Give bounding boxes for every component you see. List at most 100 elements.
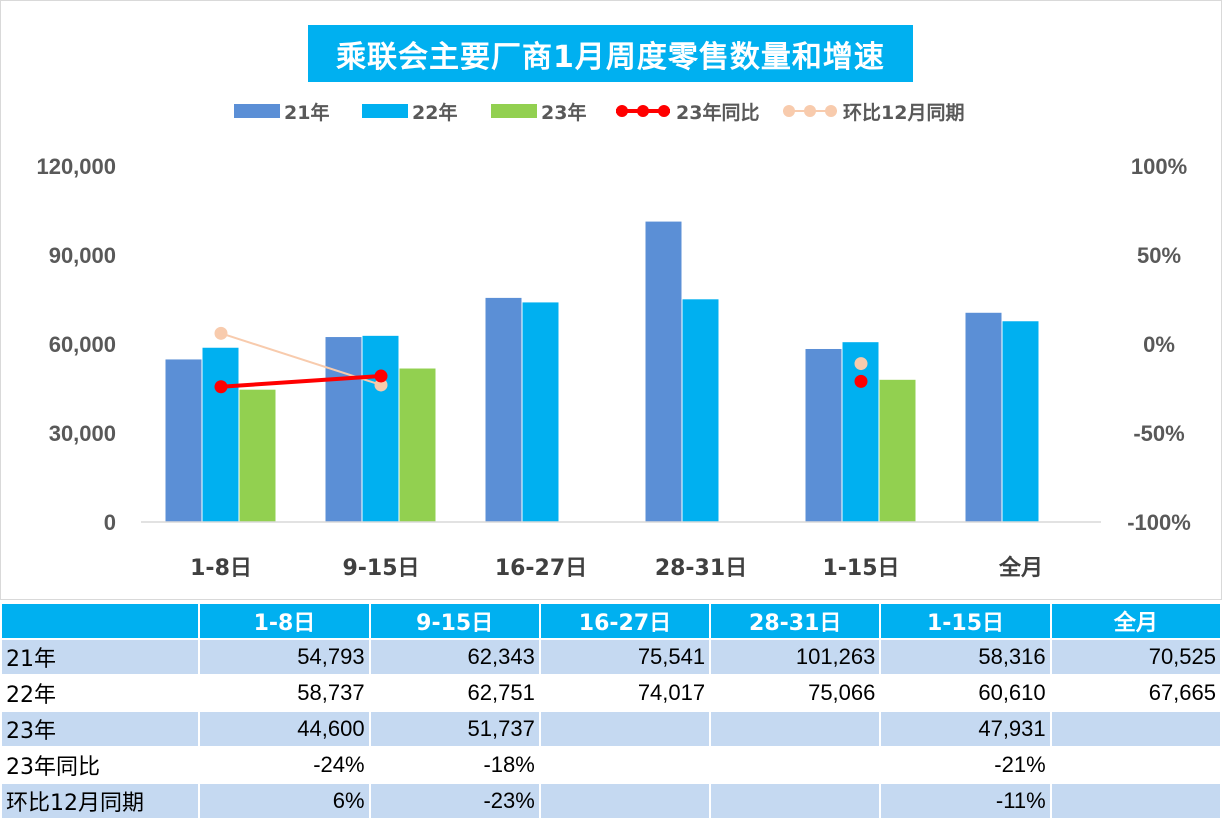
table-cell: 101,263 xyxy=(711,640,880,674)
legend-swatch-23 xyxy=(491,104,537,118)
table-header: 16-27日 xyxy=(540,604,710,638)
table-row-label: 22年 xyxy=(2,676,199,710)
bar xyxy=(1002,321,1039,522)
legend-item-mom: 环比12月同期 xyxy=(781,96,964,126)
table-cell: -11% xyxy=(881,784,1050,818)
table-corner-cell xyxy=(2,604,199,638)
table-cell: 44,600 xyxy=(200,712,369,746)
x-tick-label: 全月 xyxy=(998,555,1043,581)
table-header: 9-15日 xyxy=(370,604,539,638)
series-point xyxy=(374,378,388,392)
bar xyxy=(965,312,1002,522)
series-point xyxy=(214,326,228,340)
bar xyxy=(682,299,719,522)
table-cell: 60,610 xyxy=(881,676,1050,710)
legend-swatch-mom xyxy=(783,105,837,117)
bar xyxy=(165,359,202,522)
chart-area: 乘联会主要厂商1月周度零售数量和增速 21年 22年 23年 23年同比 xyxy=(0,0,1222,600)
bar xyxy=(399,368,436,522)
table-cell: -21% xyxy=(881,748,1050,782)
bar xyxy=(362,335,399,522)
table-cell xyxy=(540,712,710,746)
bar xyxy=(202,347,239,522)
legend-item-yoy: 23年同比 xyxy=(614,96,759,126)
series-point xyxy=(214,380,228,394)
series-point xyxy=(854,357,868,371)
x-tick-label: 28-31日 xyxy=(655,556,747,581)
chart-legend: 21年 22年 23年 23年同比 环比12 xyxy=(1,96,1222,126)
table-cell: 74,017 xyxy=(540,676,710,710)
bar xyxy=(645,221,682,522)
table-cell: 62,343 xyxy=(370,640,539,674)
table-cell xyxy=(540,748,710,782)
table-cell: 75,541 xyxy=(540,640,710,674)
chart-title: 乘联会主要厂商1月周度零售数量和增速 xyxy=(308,25,913,82)
y-right-tick-label: 0% xyxy=(1143,332,1175,357)
legend-label-yoy: 23年同比 xyxy=(676,101,760,124)
table-header: 1-15日 xyxy=(881,604,1050,638)
bar xyxy=(325,337,362,522)
series-point xyxy=(854,374,868,388)
legend-label-mom: 环比12月同期 xyxy=(843,101,965,124)
legend-swatch-yoy xyxy=(616,105,670,117)
bar xyxy=(879,379,916,522)
bar xyxy=(805,348,842,522)
y-left-tick-label: 90,000 xyxy=(49,243,116,268)
legend-item-23: 23年 xyxy=(491,96,586,126)
table-cell: 58,316 xyxy=(881,640,1050,674)
series-line-segment xyxy=(220,374,382,389)
table-cell: 70,525 xyxy=(1051,640,1220,674)
table-row-label: 21年 xyxy=(2,640,199,674)
table-cell: 67,665 xyxy=(1051,676,1220,710)
table-row: 22年 58,737 62,751 74,017 75,066 60,610 67,665 xyxy=(2,676,1220,710)
legend-item-21: 21年 xyxy=(234,96,329,126)
y-right-tick-label: -50% xyxy=(1133,421,1184,446)
legend-item-22: 22年 xyxy=(362,96,457,126)
bar xyxy=(522,302,559,522)
x-tick-label: 9-15日 xyxy=(342,556,419,581)
chart-plot: 0 30,000 60,000 90,000 120,000 -100% -50% 0% 50%… xyxy=(36,154,1190,581)
bar xyxy=(842,342,879,522)
bar xyxy=(485,297,522,522)
table-row: 环比12月同期 6% -23% -11% xyxy=(2,784,1220,818)
legend-label-21: 21年 xyxy=(284,101,330,124)
table-cell: 54,793 xyxy=(200,640,369,674)
y-right-tick-label: 100% xyxy=(1131,154,1187,179)
table-cell: 75,066 xyxy=(711,676,880,710)
x-tick-label: 16-27日 xyxy=(495,556,587,581)
legend-swatch-22 xyxy=(362,104,408,118)
table-header-row: 1-8日 9-15日 16-27日 28-31日 1-15日 全月 xyxy=(2,604,1220,638)
legend-label-22: 22年 xyxy=(412,101,458,124)
y-left-tick-label: 0 xyxy=(104,510,116,535)
table-header: 28-31日 xyxy=(711,604,880,638)
table-header: 全月 xyxy=(1051,604,1220,638)
table-row: 23年 44,600 51,737 47,931 xyxy=(2,712,1220,746)
table-cell: -24% xyxy=(200,748,369,782)
table-row-label: 环比12月同期 xyxy=(2,784,199,818)
legend-swatch-21 xyxy=(234,104,280,118)
table-cell: -23% xyxy=(370,784,539,818)
y-left-tick-label: 60,000 xyxy=(49,332,116,357)
legend-label-23: 23年 xyxy=(541,101,587,124)
table-cell xyxy=(540,784,710,818)
table-row: 23年同比 -24% -18% -21% xyxy=(2,748,1220,782)
table-row-label: 23年 xyxy=(2,712,199,746)
table-cell xyxy=(711,712,880,746)
y-right-tick-label: 50% xyxy=(1137,243,1181,268)
table-cell: 51,737 xyxy=(370,712,539,746)
bar xyxy=(239,389,276,522)
table-row-label: 23年同比 xyxy=(2,748,199,782)
table-cell xyxy=(711,784,880,818)
x-tick-label: 1-8日 xyxy=(190,556,252,581)
table-cell: 47,931 xyxy=(881,712,1050,746)
x-tick-label: 1-15日 xyxy=(822,556,899,581)
table-cell: -18% xyxy=(370,748,539,782)
series-point xyxy=(374,369,388,383)
table-cell xyxy=(711,748,880,782)
table-cell xyxy=(1051,748,1220,782)
table-row: 21年 54,793 62,343 75,541 101,263 58,316 70,525 xyxy=(2,640,1220,674)
data-table: 1-8日 9-15日 16-27日 28-31日 1-15日 全月 21年 54,… xyxy=(0,602,1222,820)
table-cell xyxy=(1051,784,1220,818)
table-cell: 6% xyxy=(200,784,369,818)
table-cell xyxy=(1051,712,1220,746)
